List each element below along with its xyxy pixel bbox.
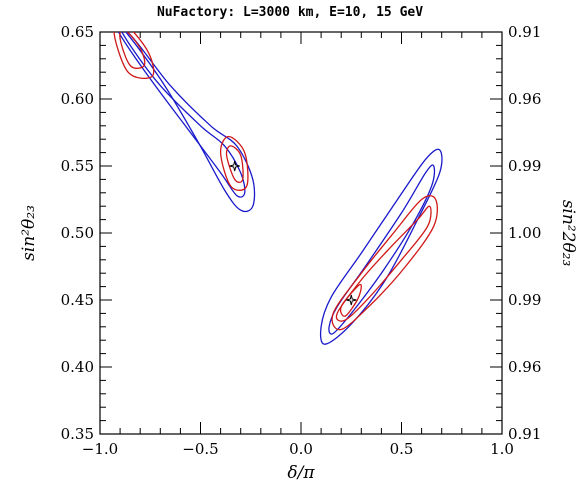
best-fit-star (229, 160, 240, 172)
contour-outer-3 (319, 148, 443, 345)
contour-lines (113, 32, 443, 345)
right-tick-label: 0.96 (508, 358, 541, 376)
y-tick-label: 0.50 (61, 224, 94, 242)
chart-title: NuFactory: L=3000 km, E=10, 15 GeV (157, 5, 423, 20)
right-tick-label: 0.96 (508, 90, 541, 108)
x-tick-label: 0.5 (390, 440, 414, 458)
y-tick-label: 0.55 (61, 157, 94, 175)
contour-inner-6 (225, 145, 244, 184)
right-tick-labels: 0.91 0.96 0.99 1.00 0.99 0.96 0.91 (508, 23, 541, 443)
right-tick-label: 0.99 (508, 157, 541, 175)
contour-outer-2 (328, 164, 436, 335)
y-tick-label: 0.40 (61, 358, 94, 376)
contour-inner-10 (331, 195, 438, 331)
contour-outer-1 (124, 32, 256, 213)
y-tick-label: 0.45 (61, 291, 94, 309)
x-tick-labels: −1.0 −0.5 0.0 0.5 1.0 (82, 440, 514, 458)
x-tick-label: 0.0 (289, 440, 313, 458)
right-tick-label: 0.91 (508, 23, 541, 41)
y-tick-label: 0.60 (61, 90, 94, 108)
best-fit-star (346, 294, 357, 306)
contour-inner-4 (119, 32, 146, 69)
x-tick-label: −1.0 (82, 440, 118, 458)
best-fit-markers (229, 160, 357, 306)
contour-inner-7 (219, 135, 249, 191)
x-tick-label: −0.5 (182, 440, 218, 458)
right-tick-label: 0.91 (508, 425, 541, 443)
y-tick-labels: 0.35 0.40 0.45 0.50 0.55 0.60 0.65 (61, 23, 94, 443)
y-axis-title-left: sin²θ₂₃ (19, 205, 39, 261)
contour-inner-9 (335, 205, 432, 322)
x-axis-title: δ/π (287, 463, 315, 483)
y-tick-label: 0.65 (61, 23, 94, 41)
y-tick-label: 0.35 (61, 425, 94, 443)
x-tick-label: 1.0 (490, 440, 514, 458)
contour-inner-5 (113, 32, 155, 80)
contour-outer-0 (117, 32, 246, 198)
y-axis-title-right: sin²2θ₂₃ (558, 200, 578, 267)
right-tick-label: 0.99 (508, 291, 541, 309)
contour-inner-8 (339, 283, 362, 317)
right-tick-label: 1.00 (508, 224, 541, 242)
